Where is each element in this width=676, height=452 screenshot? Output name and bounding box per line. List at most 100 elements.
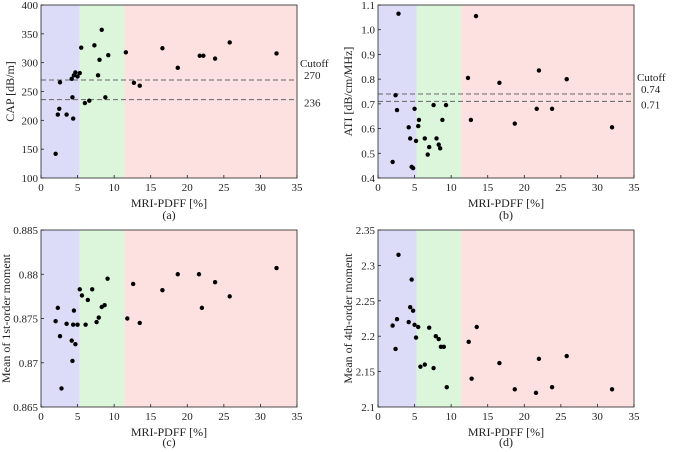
band-2: [124, 230, 297, 407]
y-tick-label: 1.0: [361, 25, 375, 37]
data-point: [70, 358, 75, 364]
x-tick-label: 35: [292, 182, 304, 194]
data-point: [396, 252, 401, 257]
data-point: [105, 276, 110, 281]
data-point: [564, 76, 569, 82]
cutoff-label: 270: [304, 70, 321, 82]
x-tick-label: 20: [182, 182, 194, 194]
x-tick-label: 5: [412, 411, 418, 423]
data-point: [413, 138, 419, 144]
x-tick-label: 20: [182, 411, 194, 423]
chart-panel-c: 0 5 10 15 20 25 30 35 0.865 0.87 0.875 0.88 0.885 MRI…: [0, 225, 303, 449]
data-point: [212, 280, 218, 285]
data-point: [69, 338, 74, 343]
y-tick-label: 0.875: [13, 314, 38, 326]
band-1: [416, 230, 462, 407]
x-tick-label: 0: [375, 182, 381, 194]
data-point: [92, 43, 97, 48]
data-point: [70, 116, 76, 121]
data-point: [427, 325, 432, 330]
data-point: [533, 390, 539, 396]
data-point: [125, 316, 130, 321]
y-tick-label: 1.1: [361, 0, 375, 12]
y-tick-label: 300: [22, 58, 39, 70]
y-tick-label: 200: [22, 115, 39, 127]
y-tick-label: 0.8: [361, 74, 375, 86]
x-tick-label: 35: [629, 182, 641, 194]
data-point: [431, 365, 436, 371]
data-point: [512, 387, 517, 392]
x-tick-label: 15: [482, 182, 494, 194]
data-point: [394, 317, 400, 322]
data-point: [197, 53, 202, 58]
data-point: [123, 50, 129, 55]
data-point: [410, 308, 416, 313]
x-tick-label: 15: [145, 411, 157, 423]
x-axis-label: MRI-PDFF [%]: [131, 196, 207, 210]
data-point: [227, 294, 232, 299]
data-point: [175, 65, 180, 71]
data-point: [77, 287, 82, 292]
chart-panel-d: 0 5 10 15 20 25 30 35 2.1 2.15 2.2 2.25 2.3 2.35 MRI-P…: [341, 225, 640, 449]
x-tick-label: 30: [592, 411, 604, 423]
data-point: [440, 117, 445, 123]
data-point: [416, 117, 422, 123]
x-tick-label: 30: [592, 182, 604, 194]
data-point: [407, 304, 413, 310]
data-point: [473, 13, 479, 19]
y-tick-label: 400: [22, 0, 39, 12]
band-1: [416, 5, 462, 178]
data-point: [83, 322, 88, 327]
data-point: [410, 165, 416, 171]
chart-panel-a: 0 5 10 15 20 25 30 35 100 150 200 250 300 350 400 MRI-P…: [3, 0, 329, 222]
data-point: [512, 121, 517, 126]
x-tick-label: 10: [109, 182, 121, 194]
y-tick-label: 2.3: [361, 260, 375, 272]
data-point: [549, 106, 555, 112]
data-point: [441, 344, 447, 350]
cutoff-label: 0.71: [641, 99, 660, 111]
data-point: [393, 93, 398, 98]
axes-frame: [377, 229, 635, 408]
y-tick-label: 0.88: [19, 269, 39, 281]
data-point: [416, 123, 421, 129]
x-tick-label: 10: [446, 182, 458, 194]
x-tick-label: 10: [446, 411, 458, 423]
panel-label: (b): [499, 208, 513, 222]
x-tick-label: 0: [375, 411, 381, 423]
data-point: [75, 74, 80, 79]
data-point: [406, 319, 411, 325]
x-tick-label: 0: [38, 182, 44, 194]
data-point: [73, 70, 78, 75]
data-point: [55, 112, 61, 117]
data-point: [106, 52, 111, 58]
x-tick-label: 35: [629, 411, 641, 423]
cutoff-title: Cutoff: [300, 58, 329, 70]
data-point: [425, 152, 430, 157]
data-point: [90, 287, 95, 292]
data-point: [474, 324, 479, 330]
data-point: [536, 356, 542, 362]
y-tick-label: 150: [22, 144, 39, 156]
data-point: [396, 11, 401, 16]
data-point: [87, 98, 92, 103]
axes-frame: [377, 4, 635, 179]
data-point: [95, 73, 101, 78]
x-tick-label: 15: [482, 411, 494, 423]
y-tick-label: 0.865: [13, 402, 38, 414]
data-point: [422, 136, 428, 141]
x-tick-label: 5: [412, 182, 418, 194]
data-point: [444, 384, 449, 390]
data-point: [390, 323, 395, 328]
x-tick-label: 30: [255, 411, 267, 423]
y-tick-label: 100: [22, 173, 39, 185]
band-0: [378, 5, 417, 178]
data-point: [564, 353, 569, 359]
data-point: [406, 125, 411, 130]
x-tick-label: 15: [145, 182, 157, 194]
data-point: [409, 277, 414, 282]
data-point: [434, 136, 439, 141]
data-point: [99, 27, 104, 32]
data-point: [55, 305, 61, 311]
